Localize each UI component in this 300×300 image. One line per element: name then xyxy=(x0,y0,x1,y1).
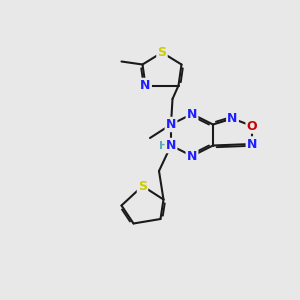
Text: N: N xyxy=(166,139,176,152)
Text: N: N xyxy=(166,118,176,131)
Text: N: N xyxy=(247,137,257,151)
Text: H: H xyxy=(159,140,168,151)
Text: S: S xyxy=(158,46,166,59)
Text: S: S xyxy=(138,179,147,193)
Text: N: N xyxy=(187,107,197,121)
Text: N: N xyxy=(227,112,238,125)
Text: O: O xyxy=(247,119,257,133)
Text: N: N xyxy=(187,149,197,163)
Text: N: N xyxy=(140,79,151,92)
